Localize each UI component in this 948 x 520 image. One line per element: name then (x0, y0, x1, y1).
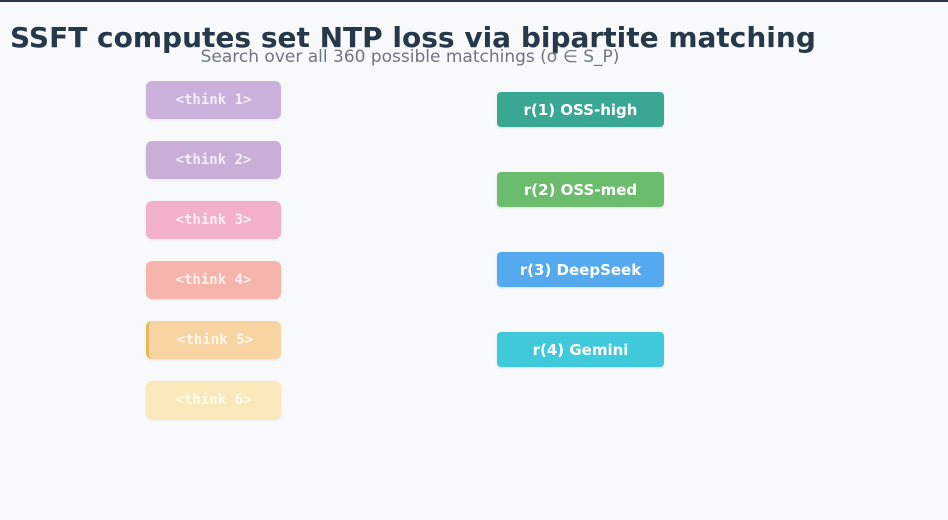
page-title: SSFT computes set NTP loss via bipartite… (10, 21, 816, 54)
subtitle: Search over all 360 possible matchings (… (200, 47, 620, 67)
think-box-4: <think 4> (146, 261, 281, 299)
think-box-6: <think 6> (146, 381, 281, 419)
think-box-5: <think 5> (146, 321, 281, 359)
rank-box-1: r(1) OSS-high (497, 92, 664, 127)
rank-box-3: r(3) DeepSeek (497, 252, 664, 287)
rank-box-2: r(2) OSS-med (497, 172, 664, 207)
think-box-1: <think 1> (146, 81, 281, 119)
rank-box-4: r(4) Gemini (497, 332, 664, 367)
top-border (0, 0, 948, 2)
think-box-2: <think 2> (146, 141, 281, 179)
think-box-3: <think 3> (146, 201, 281, 239)
